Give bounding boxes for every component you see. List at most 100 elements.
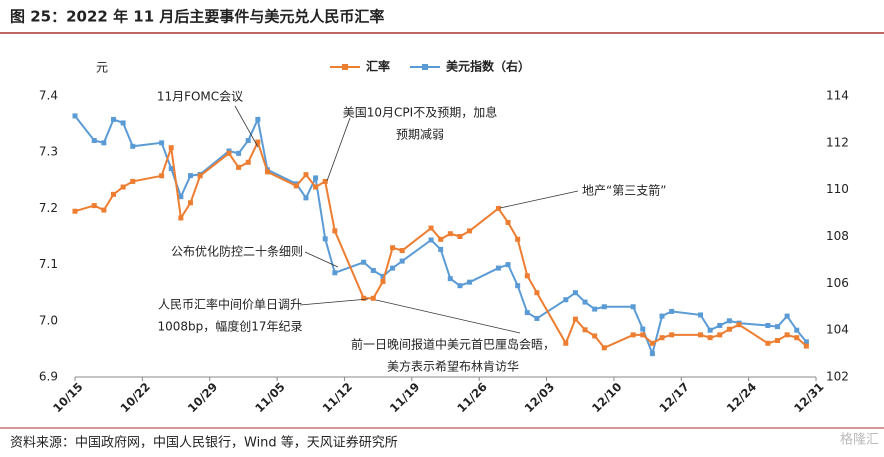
y-tick-label: 6.9 [39,370,58,384]
y-unit: 元 [96,61,108,75]
point [659,313,665,319]
point [765,322,771,328]
annotation-leader [326,117,351,182]
point [428,225,434,231]
point [399,248,405,254]
point [187,200,193,206]
point [447,276,453,282]
x-tick-label: 11/05 [252,380,288,416]
y2-tick-label: 114 [826,89,849,103]
x-tick-label: 12/31 [791,380,827,416]
point [515,236,521,242]
point [524,310,530,316]
point [390,245,396,251]
x-tick-label: 11/19 [387,380,423,416]
point [130,143,136,149]
point [524,273,530,279]
point [120,120,126,126]
point [515,283,521,289]
point [245,159,251,165]
x-tick-label: 11/12 [320,380,356,416]
point [380,273,386,279]
point [775,324,781,330]
point [101,140,107,146]
point [110,116,116,122]
point [467,279,473,285]
point [130,178,136,184]
point [592,333,598,339]
x-tick-label: 10/15 [50,380,86,416]
point [390,265,396,271]
point [803,339,809,345]
point [293,183,299,189]
annotation-leader [234,105,259,148]
point [649,340,655,346]
x-tick-label: 10/29 [185,380,221,416]
point [659,335,665,341]
point [572,290,578,296]
point [72,113,78,119]
point [322,178,328,184]
point [236,150,242,156]
annotation: 人民币汇率中间价单日调升 [158,297,302,312]
point [438,246,444,252]
x-tick-label: 12/03 [522,380,558,416]
point [361,259,367,265]
point [168,166,174,172]
watermark: 格隆汇 [840,432,879,448]
point [640,332,646,338]
legend-marker [342,64,348,70]
point [534,290,540,296]
point [361,295,367,301]
point [255,116,261,122]
series-line [74,139,808,350]
y2-tick-label: 104 [826,323,849,337]
point [698,312,704,318]
point [784,313,790,319]
point [669,308,675,314]
point [563,297,569,303]
point [332,228,338,234]
source: 资料来源：中国政府网，中国人民银行，Wind 等，天风证券研究所 [10,435,398,451]
point [717,322,723,328]
point [187,173,193,179]
point [495,205,501,211]
point [159,140,165,146]
point [72,208,78,214]
point [264,169,270,175]
point [197,173,203,179]
point [313,184,319,190]
x-tick-label: 12/17 [656,380,692,416]
point [572,316,578,322]
annotation: 美方表示希望布林肯访华 [387,359,519,374]
point [726,326,732,332]
point [380,278,386,284]
legend-label: 美元指数（右） [446,59,530,74]
legend-label: 汇率 [366,59,390,74]
point [649,351,655,357]
annotation: 前一日晚间报道中美元首巴厘岛会晤， [351,337,555,352]
point [505,219,511,225]
point [784,332,790,338]
x-tick-label: 10/22 [117,380,153,416]
point [332,270,338,276]
annotation: 地产“第三支箭” [582,183,666,198]
point [736,322,742,328]
point [707,335,713,341]
point [707,327,713,333]
point [457,283,463,289]
point [601,304,607,310]
y2-tick-label: 102 [826,370,849,384]
point [592,306,598,312]
point [467,228,473,234]
y-tick-label: 7.2 [39,201,58,215]
annotation-leader [299,298,369,306]
point [438,236,444,242]
point [101,207,107,213]
point [794,327,800,333]
point [313,175,319,181]
point [582,327,588,333]
annotation: 11月FOMC会议 [157,90,243,104]
point [159,173,165,179]
